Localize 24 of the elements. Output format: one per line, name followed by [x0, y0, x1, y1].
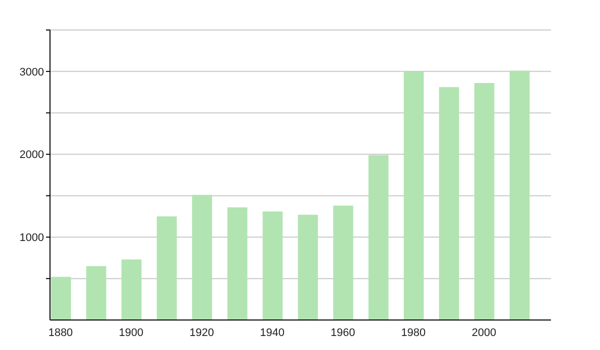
bar	[156, 216, 177, 320]
x-tick-label: 1900	[118, 326, 144, 339]
bar	[227, 207, 248, 320]
bar	[439, 87, 460, 320]
bar	[50, 276, 71, 320]
y-tick-label: 1000	[20, 232, 44, 244]
y-tick-label: 3000	[20, 66, 44, 78]
x-tick-label: 1960	[330, 326, 356, 339]
x-tick-label: 1980	[401, 326, 426, 339]
x-tick-label: 1920	[189, 326, 214, 339]
bar	[404, 71, 424, 320]
x-tick-label: 1880	[48, 326, 73, 339]
bar	[192, 194, 212, 320]
x-tick-label: 1940	[260, 326, 285, 339]
y-tick-label: 2000	[20, 149, 44, 162]
bar	[333, 206, 354, 320]
bar	[298, 214, 318, 320]
bar	[510, 70, 530, 320]
x-tick-label: 2000	[472, 326, 496, 339]
bar	[262, 211, 283, 320]
bar	[86, 266, 106, 320]
bar	[122, 260, 142, 320]
bar	[474, 83, 494, 320]
bar	[368, 155, 388, 320]
